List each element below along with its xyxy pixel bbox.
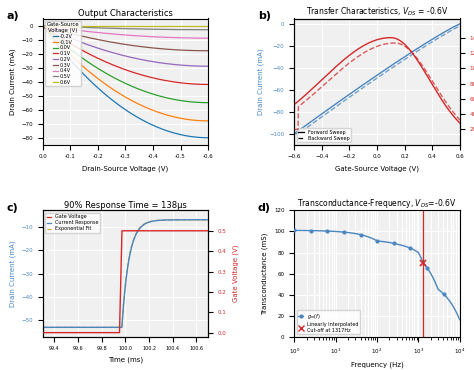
X-axis label: Frequency (Hz): Frequency (Hz)	[351, 361, 403, 368]
Text: c): c)	[6, 203, 18, 213]
X-axis label: Time (ms): Time (ms)	[108, 357, 143, 363]
X-axis label: Gate-Source Voltage (V): Gate-Source Voltage (V)	[335, 165, 419, 172]
Title: Output Characteristics: Output Characteristics	[78, 9, 173, 18]
Title: Transconductance-Frequency, $V_{DS}$=-0.6V: Transconductance-Frequency, $V_{DS}$=-0.…	[297, 198, 456, 211]
Title: Transfer Characteristics, $V_{DS}$ = -0.6V: Transfer Characteristics, $V_{DS}$ = -0.…	[306, 6, 448, 18]
Y-axis label: Drain Current (mA): Drain Current (mA)	[257, 48, 264, 115]
Text: b): b)	[258, 11, 271, 21]
X-axis label: Drain-Source Voltage (V): Drain-Source Voltage (V)	[82, 165, 169, 172]
Title: 90% Response Time = 138μs: 90% Response Time = 138μs	[64, 201, 187, 210]
Text: d): d)	[258, 203, 271, 213]
Legend: Forward Sweep, Backward Sweep: Forward Sweep, Backward Sweep	[297, 128, 351, 142]
Legend: Gate Voltage, Current Response, Exponential Fit: Gate Voltage, Current Response, Exponent…	[45, 213, 100, 233]
Legend: -0.2V, -0.1V, 0.0V, 0.1V, 0.2V, 0.3V, 0.4V, 0.5V, 0.6V: -0.2V, -0.1V, 0.0V, 0.1V, 0.2V, 0.3V, 0.…	[45, 21, 81, 86]
Legend: $g_m(f)$, Linearly Interpolated
Cut-off at 1317Hz: $g_m(f)$, Linearly Interpolated Cut-off …	[297, 310, 360, 334]
Text: a): a)	[6, 11, 19, 21]
Y-axis label: Transconductance (mS): Transconductance (mS)	[262, 232, 268, 315]
Y-axis label: Gate Voltage (V): Gate Voltage (V)	[232, 245, 239, 302]
Y-axis label: Drain Current (mA): Drain Current (mA)	[9, 240, 16, 307]
Y-axis label: Drain Current (mA): Drain Current (mA)	[9, 48, 16, 115]
